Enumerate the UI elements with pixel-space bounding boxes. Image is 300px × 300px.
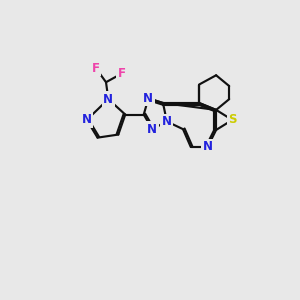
Text: N: N	[162, 115, 172, 128]
Text: F: F	[117, 67, 125, 80]
Text: N: N	[203, 140, 213, 153]
Text: N: N	[82, 113, 92, 126]
Text: S: S	[228, 113, 236, 126]
Text: N: N	[103, 93, 113, 106]
Text: F: F	[92, 62, 100, 75]
Text: N: N	[143, 92, 153, 105]
Text: N: N	[147, 123, 157, 136]
